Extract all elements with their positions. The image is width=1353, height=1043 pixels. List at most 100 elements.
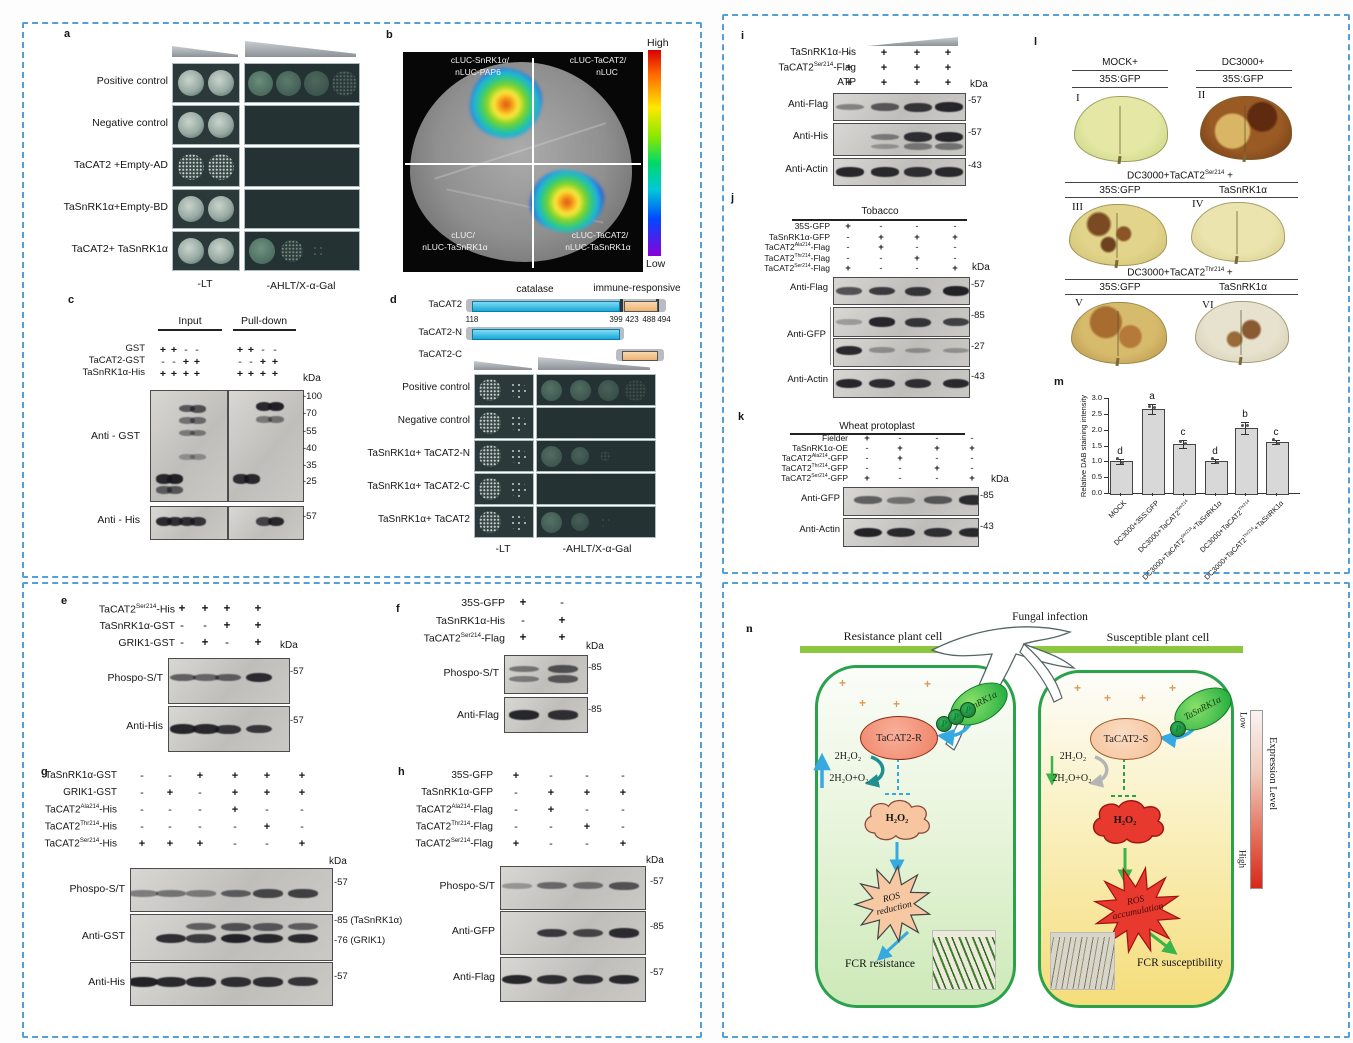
b-quadrant-label: nLUC-PAP6 [455,67,501,77]
protein-band [131,977,158,987]
panel-letter-i: i [741,30,745,42]
protein-band [905,286,931,296]
m-y-tick-label: 0.5 [1091,472,1102,482]
c-lane-value: + [182,356,190,368]
g-lane-value: - [140,804,144,816]
f-lane-value: + [558,614,566,627]
blot-box-g [130,962,333,1006]
blot-box-k [843,518,979,547]
colorbar-title: Expression Level [1267,737,1279,811]
m-sig-letter: c [1180,427,1186,439]
l-leaf-image [1195,301,1289,363]
protein-band [288,977,318,987]
f-lane-value: - [521,614,525,627]
protein-band [288,922,318,931]
panel-letter-b: b [386,29,393,41]
yeast-colony [479,511,501,533]
g-lane-value: - [233,821,237,833]
l-header-underline [1065,279,1298,281]
fungal-infection-label: Fungal infection [1012,611,1088,623]
f-lane-value: + [519,597,527,609]
yeast-colony [479,412,501,434]
panel-letter-h: h [398,766,405,778]
h-lane-value: - [549,770,553,782]
d-immune-domain [622,351,658,361]
yeast-plate-selective [244,105,360,145]
protein-band [609,881,639,890]
protein-band [190,429,206,437]
i-lane-value: + [944,47,952,59]
b-heat-scalebar [648,50,661,256]
yeast-plate-lt [474,473,534,505]
protein-band [193,673,219,682]
l-leaf-image [1071,302,1167,364]
protein-band [215,724,241,734]
m-sig-letter: b [1242,409,1248,421]
protein-band [609,928,639,938]
tacat2-r-oval: TaCAT2-R [860,716,938,760]
f-condition-label: TaSnRK1α-His [435,614,505,627]
c-lane-value: + [259,368,267,380]
yeast-plate-lt [172,105,240,145]
j-condition-label: TaCAT2Ala214-Flag [764,242,830,252]
m-sig-letter: c [1273,427,1279,439]
plus-mark: + [1139,691,1147,705]
g-marker-label: -76 (GRIK1) [334,935,386,946]
yeast-plate-lt [474,440,534,472]
yeast-plate-lt [172,189,240,229]
m-y-tick-label: 2.5 [1091,408,1102,418]
protein-band [548,664,578,673]
e-lane-value: + [178,603,186,615]
m-error-cap [1148,413,1156,415]
c-condition-label: TaCAT2-GST [88,355,145,366]
protein-band [186,890,216,897]
c-group-header: Input [178,315,202,327]
h-lane-value: - [514,821,518,833]
k-lane-value: - [935,453,939,464]
protein-band [502,974,532,985]
k-blot-label: Anti-GFP [800,493,840,504]
g-lane-value: - [140,770,144,782]
f-condition-label: TaCAT2Ser214-Flag [423,632,505,645]
yeast-colony [571,513,589,531]
h-lane-value: - [549,821,553,833]
c-condition-label: GST [125,343,145,354]
protein-band [186,922,216,931]
yeast-plate-selective [536,506,656,538]
l-header-underline [1065,182,1298,184]
water-oxygen-left: 2H₂O+O₂ [829,773,869,784]
j-lane-value: + [914,252,920,264]
protein-band [836,378,862,389]
b-cross-line-horizontal [405,163,641,165]
k-lane-value: - [935,473,939,484]
protein-band [573,882,603,890]
c-lane-value: - [195,344,199,356]
protein-band [156,486,172,494]
c-lane-value: + [170,344,178,356]
g-lane-value: + [231,770,239,782]
g-lane-value: + [231,787,239,799]
c-lane-value: - [249,356,253,368]
d-domain-catalase-label: catalase [516,284,554,295]
k-lane-value: - [935,433,939,444]
a-row-label: TaSnRK1α+Empty-BD [63,201,168,213]
protein-band [869,286,895,296]
protein-band [233,474,249,484]
protein-band [253,889,283,898]
k-lane-value: + [897,443,903,454]
d-row-label: TaSnRK1α+ TaCAT2-C [367,481,470,492]
m-x-tick [1183,493,1184,496]
c-group-underline [233,329,296,331]
j-lane-value: + [914,231,920,243]
j-marker-label: -27 [971,341,985,352]
blot-box-h [500,957,646,1002]
yeast-plate-selective [244,231,360,271]
c-marker-label: -55 [303,426,317,437]
h2o2-cloud-left [864,799,930,841]
i-condition-label: TaSnRK1α-His [790,47,856,58]
protein-band [943,347,969,354]
yeast-plate-selective [536,473,656,505]
k-lane-value: + [864,433,870,444]
b-quadrant-label: cLUC-TaCAT2/ [571,230,629,240]
j-lane-value: - [915,221,919,232]
